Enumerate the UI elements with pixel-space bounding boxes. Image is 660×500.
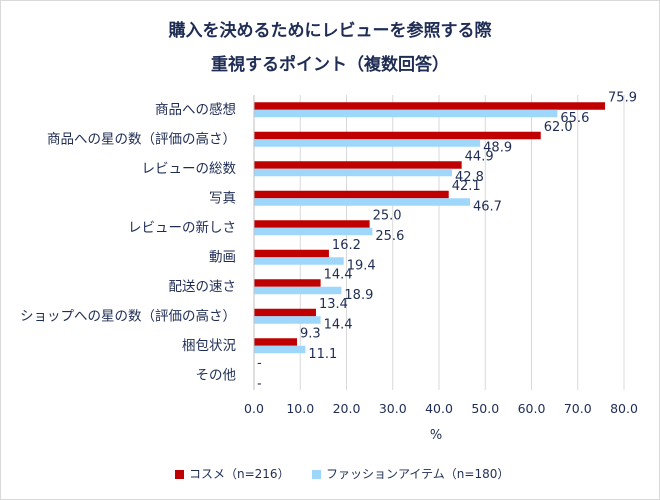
legend-label-fashion: ファッションアイテム（n=180） <box>326 467 510 481</box>
category-label: ショップへの星の数（評価の高さ） <box>20 307 236 324</box>
data-label-cosme: 14.4 <box>324 267 353 282</box>
data-label-fashion: 19.4 <box>347 258 376 273</box>
legend: コスメ（n=216） ファッションアイテム（n=180） <box>0 465 660 485</box>
data-label-cosme: 44.9 <box>465 149 494 164</box>
chart-title-line-2: 重視するポイント（複数回答） <box>211 55 449 75</box>
category-label: レビューの総数 <box>142 161 237 177</box>
x-tick-label: 40.0 <box>425 401 453 416</box>
data-label-fashion: 42.8 <box>455 170 484 185</box>
x-tick-label: 80.0 <box>610 401 638 416</box>
x-axis-label: % <box>430 428 442 443</box>
category-label: その他 <box>196 367 237 383</box>
legend-swatch-cosme <box>175 470 184 479</box>
data-label-cosme: 75.9 <box>608 90 637 105</box>
bar-fashion <box>254 109 558 118</box>
category-label: 商品への感想 <box>155 101 236 118</box>
bar-cosme <box>254 161 462 169</box>
bar-cosme <box>254 338 298 346</box>
x-tick-label: 60.0 <box>518 401 546 416</box>
x-tick-label: 0.0 <box>244 401 264 416</box>
category-label: 梱包状況 <box>182 338 236 354</box>
legend-label-cosme: コスメ（n=216） <box>189 467 290 481</box>
bar-fashion <box>254 286 342 295</box>
data-label-cosme: 16.2 <box>332 238 361 253</box>
category-label: 写真 <box>209 190 236 206</box>
legend-swatch-fashion <box>312 470 321 479</box>
data-label-cosme: 9.3 <box>300 326 321 341</box>
data-label-fashion: 46.7 <box>473 199 502 214</box>
bar-cosme <box>254 279 321 287</box>
legend-item-cosme: コスメ（n=216） <box>175 465 290 482</box>
bar-cosme <box>254 220 370 228</box>
bar-fashion <box>254 257 344 265</box>
data-label-cosme: 62.0 <box>544 120 573 135</box>
chart-title-line-1: 購入を決めるためにレビューを参照する際 <box>168 21 492 41</box>
category-label: レビューの新しさ <box>128 220 236 236</box>
data-label-cosme: 13.4 <box>319 297 348 312</box>
category-label: 商品への星の数（評価の高さ） <box>47 130 236 147</box>
data-label-fashion: 11.1 <box>308 347 337 362</box>
x-tick-label: 10.0 <box>286 401 314 416</box>
x-tick-label: 30.0 <box>379 401 407 416</box>
category-label: 配送の速さ <box>169 279 237 295</box>
bar-cosme <box>254 102 606 110</box>
bar-cosme <box>254 190 449 199</box>
x-tick-label: 50.0 <box>471 401 499 416</box>
bar-fashion <box>254 139 481 147</box>
data-label-fashion: 25.6 <box>375 229 404 244</box>
data-label-fashion: 48.9 <box>483 140 512 155</box>
data-label-fashion: 65.6 <box>560 111 589 126</box>
legend-item-fashion: ファッションアイテム（n=180） <box>312 465 509 482</box>
x-tick-label: 20.0 <box>333 401 361 416</box>
bar-cosme <box>254 249 329 258</box>
bar-fashion <box>254 198 470 206</box>
bar-cosme <box>254 131 541 140</box>
data-label-cosme: 25.0 <box>373 208 402 223</box>
data-label-fashion: 18.9 <box>344 288 373 303</box>
bar-fashion <box>254 345 306 354</box>
bar-fashion <box>254 316 321 324</box>
category-label: 動画 <box>209 249 236 265</box>
data-label-fashion: 14.4 <box>324 317 353 332</box>
x-tick-label: 70.0 <box>564 401 592 416</box>
bar-fashion <box>254 227 373 236</box>
data-label-fashion: - <box>257 376 262 391</box>
data-label-cosme: 42.1 <box>452 179 481 194</box>
bar-fashion <box>254 168 452 177</box>
bar-cosme <box>254 308 316 317</box>
data-label-cosme: - <box>257 356 262 371</box>
